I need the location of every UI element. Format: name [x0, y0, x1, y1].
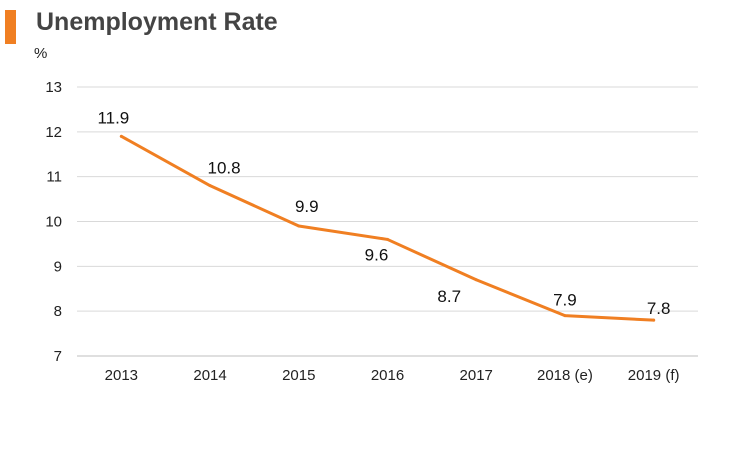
y-tick-label: 8 — [54, 303, 62, 320]
y-tick-label: 7 — [54, 348, 62, 365]
y-tick-label: 10 — [45, 214, 62, 231]
data-label: 9.6 — [365, 245, 389, 264]
data-label: 11.9 — [97, 108, 129, 127]
gridlines — [77, 86, 698, 357]
title-accent-bar — [5, 10, 16, 44]
y-tick-label: 11 — [46, 169, 62, 186]
y-tick-label: 13 — [45, 79, 62, 96]
y-tick-label: 12 — [45, 124, 62, 141]
data-label: 9.9 — [295, 197, 319, 216]
x-tick-label: 2019 (f) — [628, 367, 680, 384]
y-axis-unit: % — [34, 45, 48, 62]
x-tick-label: 2016 — [371, 367, 404, 384]
chart-title: Unemployment Rate — [36, 8, 278, 36]
data-point — [563, 314, 567, 318]
x-tick-label: 2018 (e) — [537, 367, 593, 384]
series-line-group — [119, 134, 656, 322]
x-tick-label: 2017 — [460, 367, 493, 384]
data-label: 7.8 — [647, 299, 671, 318]
data-point — [297, 224, 301, 228]
y-tick-label: 9 — [54, 258, 62, 275]
data-label: 10.8 — [208, 159, 241, 178]
x-tick-labels: 2013 2014 2015 2016 2017 2018 (e) 2019 (f) — [105, 367, 680, 384]
data-point — [652, 318, 656, 322]
data-label: 8.7 — [437, 287, 461, 306]
x-tick-label: 2013 — [105, 367, 138, 384]
data-label: 7.9 — [553, 291, 577, 310]
data-point — [386, 237, 389, 241]
x-tick-label: 2015 — [282, 367, 315, 384]
x-tick-label: 2014 — [193, 367, 226, 384]
data-point — [119, 134, 123, 138]
y-tick-labels: 7 8 9 10 11 12 13 — [45, 79, 62, 365]
data-point — [208, 184, 212, 188]
data-point — [474, 278, 478, 282]
data-labels: 11.9 10.8 9.9 9.6 8.7 7.9 7.8 — [97, 108, 670, 318]
